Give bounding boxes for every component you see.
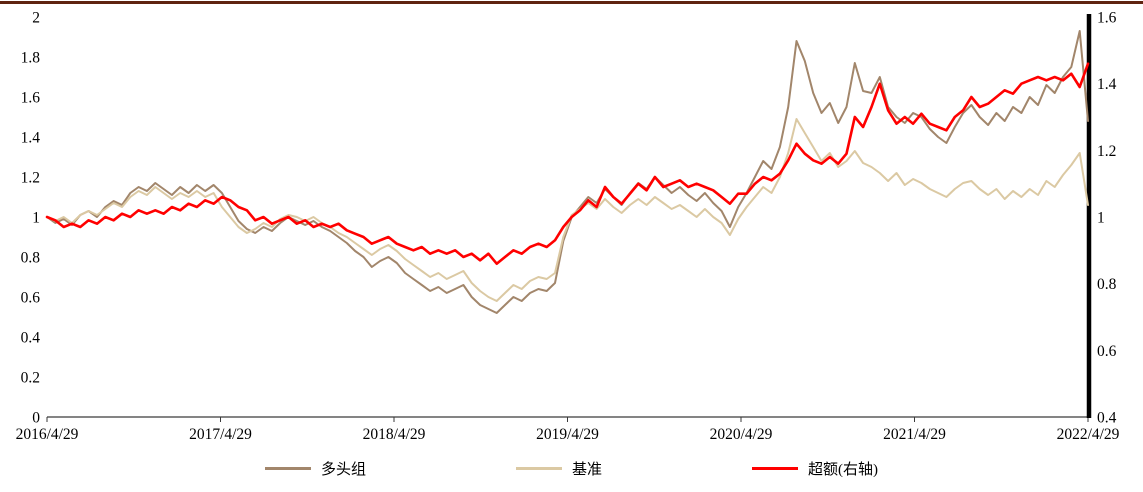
left-axis-tick-label: 0.2 [21,369,40,386]
left-axis-tick-label: 0 [32,409,40,426]
left-axis-tick-label: 0.6 [21,289,41,306]
left-axis-tick-label: 1.8 [21,49,41,66]
left-axis-tick-label: 1.2 [21,169,40,186]
x-axis-tick-label: 2018/4/29 [363,426,426,443]
x-axis-tick-label: 2020/4/29 [710,426,773,443]
legend-item-benchmark: 基准 [516,458,602,479]
right-axis-tick-label: 0.8 [1097,276,1117,293]
x-axis-tick-label: 2019/4/29 [536,426,599,443]
legend-item-excess: 超额(右轴) [752,458,878,479]
performance-chart: 0 0.2 0.4 0.6 0.8 1 1.2 1.4 1.6 1.8 2 0.4 0.6 0.8 1 1.2… [16,9,1120,443]
legend-label-long-group: 多头组 [320,462,366,478]
right-axis-tick-label: 0.6 [1097,343,1117,360]
legend-line-long-group [264,467,311,470]
right-axis-tick-label: 1.4 [1097,76,1117,93]
legend-label-excess: 超额(右轴) [808,462,879,478]
right-axis-tick-label: 0.4 [1097,409,1117,426]
x-axis-tick-label: 2022/4/29 [1057,426,1120,443]
benchmark-line [46,118,1089,302]
legend-line-excess [752,467,799,470]
left-axis-tick-label: 1.4 [21,129,41,146]
top-border-line [0,1,1143,4]
x-axis-tick-label: 2016/4/29 [16,426,79,443]
excess-line [45,62,1090,266]
x-axis-tick-label: 2017/4/29 [189,426,252,443]
left-axis-tick-label: 1.6 [21,89,41,106]
legend-line-benchmark [516,467,562,470]
x-axis-tick-label: 2021/4/29 [883,426,946,443]
long-group-line [46,30,1089,314]
legend-label-benchmark: 基准 [572,462,603,478]
left-axis-tick-label: 2 [32,9,40,26]
chart-legend: 多头组 基准 超额(右轴) [0,458,1143,479]
chart-svg: 0 0.2 0.4 0.6 0.8 1 1.2 1.4 1.6 1.8 2 0.4 0.6 0.8 1 1.2… [16,9,1120,443]
right-axis-tick-label: 1.2 [1097,143,1116,160]
left-axis-tick-label: 1 [32,209,40,226]
right-axis-tick-label: 1 [1097,209,1105,226]
left-axis-tick-label: 0.4 [21,329,41,346]
legend-item-long-group: 多头组 [264,458,366,479]
right-axis-tick-label: 1.6 [1097,9,1117,26]
left-axis-tick-label: 0.8 [21,249,41,266]
